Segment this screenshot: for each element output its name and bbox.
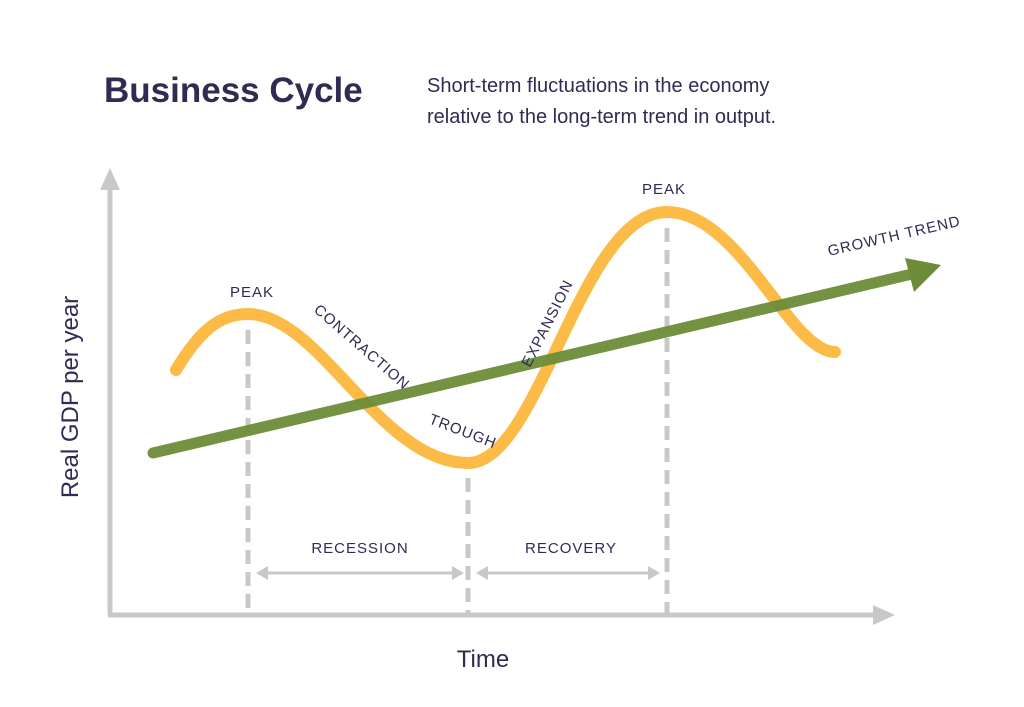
growth-trend-arrow [905, 258, 941, 292]
business-cycle-curve [170, 205, 841, 470]
contraction-label: CONTRACTION [310, 301, 412, 393]
growth-trend-label: GROWTH TREND [826, 213, 962, 260]
x-axis-label: Time [457, 646, 509, 673]
subtitle-line: Short-term fluctuations in the economy [427, 75, 769, 97]
recovery-label: RECOVERY [525, 540, 617, 557]
title: Business Cycle [104, 71, 363, 110]
growth-trend-line [147, 268, 918, 459]
x-axis-arrow [873, 605, 895, 625]
trough-label: TROUGH [427, 411, 499, 452]
y-axis-arrow [100, 168, 120, 190]
axes [107, 185, 880, 618]
arrow-head [256, 566, 268, 580]
arrow-head [476, 566, 488, 580]
peak-label: PEAK [642, 181, 686, 198]
y-axis-label: Real GDP per year [57, 296, 84, 498]
arrow-head [452, 566, 464, 580]
span-arrows [256, 566, 660, 580]
arrow-head [648, 566, 660, 580]
recession-label: RECESSION [311, 540, 408, 557]
guides [245, 228, 670, 615]
peak-label: PEAK [230, 284, 274, 301]
subtitle-line: relative to the long-term trend in outpu… [427, 106, 776, 128]
